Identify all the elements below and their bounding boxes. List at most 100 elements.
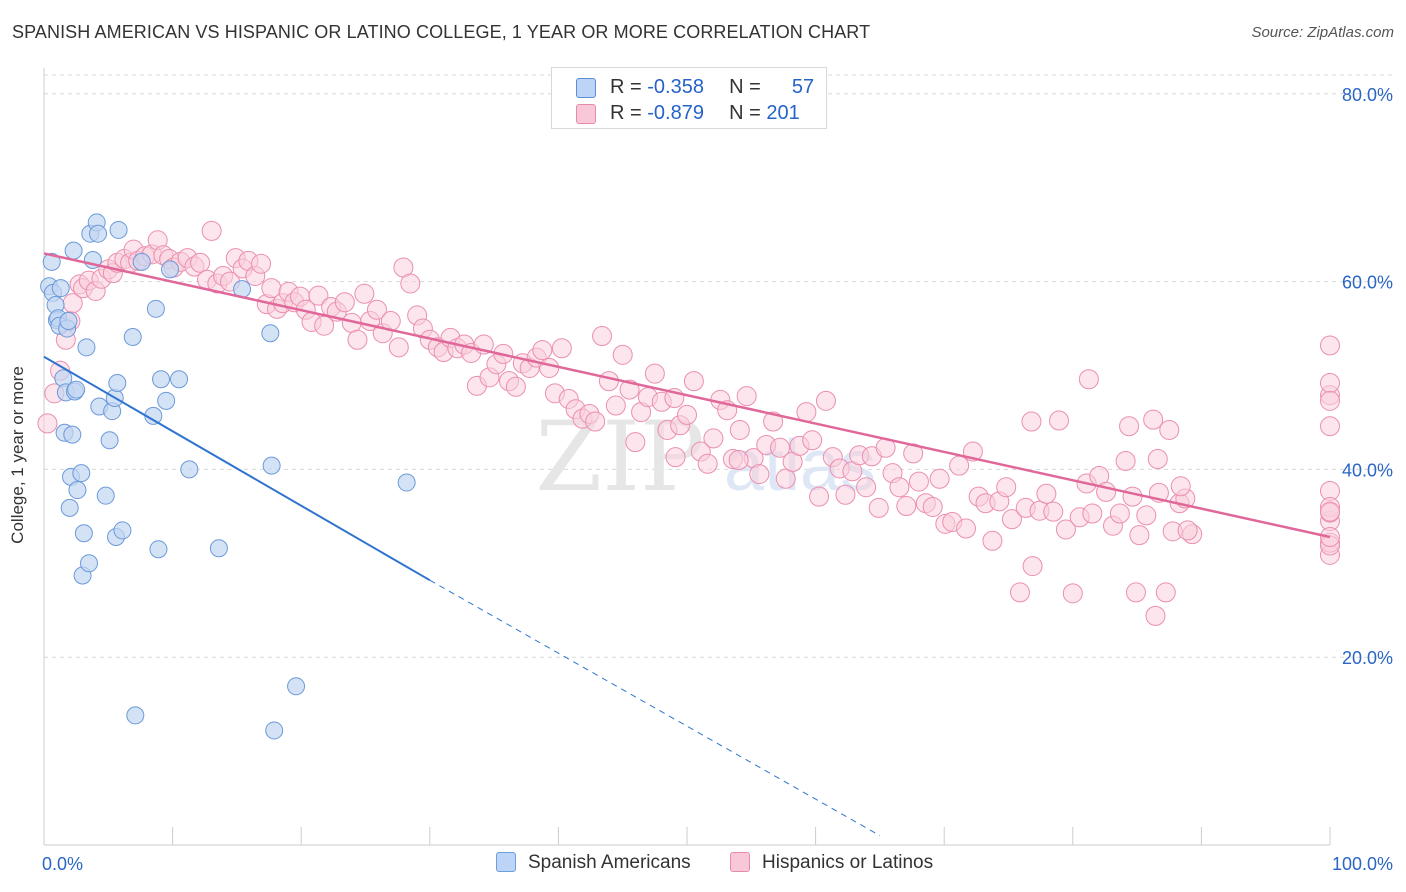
data-point-hispanic: [1129, 525, 1150, 546]
legend-swatch-blue: [576, 78, 596, 98]
data-point-hispanic: [644, 363, 665, 384]
data-point-hispanic: [1122, 486, 1143, 507]
correlation-legend: R = -0.358 N = 57 R = -0.879 N = 201: [551, 67, 827, 129]
data-point-hispanic: [1147, 449, 1168, 470]
data-point-spanish-american: [77, 338, 96, 357]
data-point-hispanic: [1143, 409, 1164, 430]
legend-r-value: -0.358: [647, 76, 704, 98]
data-point-hispanic: [775, 468, 796, 489]
data-point-hispanic: [1125, 582, 1146, 603]
data-point-spanish-american: [68, 481, 87, 500]
data-point-spanish-american: [146, 299, 165, 318]
data-point-hispanic: [251, 253, 272, 274]
series-spanish-american-points: [40, 213, 416, 740]
data-point-hispanic: [929, 468, 950, 489]
data-point-hispanic: [815, 390, 836, 411]
data-point-spanish-american: [59, 312, 78, 331]
data-point-spanish-american: [113, 521, 132, 540]
data-point-hispanic: [996, 477, 1017, 498]
data-point-hispanic: [388, 337, 409, 358]
x-tick-label: 100.0%: [1332, 854, 1393, 874]
data-point-hispanic: [201, 220, 222, 241]
data-point-spanish-american: [157, 391, 176, 410]
data-point-hispanic: [1009, 582, 1030, 603]
x-tick-label: 0.0%: [42, 854, 83, 874]
data-point-spanish-american: [60, 498, 79, 517]
data-point-hispanic: [1320, 501, 1340, 522]
data-point-hispanic: [1145, 605, 1166, 626]
data-point-spanish-american: [209, 539, 228, 558]
data-point-hispanic: [1177, 520, 1198, 541]
bottom-legend-swatch-blue: [496, 852, 516, 872]
y-axis-label: College, 1 year or more: [8, 366, 27, 544]
data-point-spanish-american: [126, 706, 145, 725]
data-point-hispanic: [1320, 335, 1340, 356]
data-point-hispanic: [1062, 583, 1083, 604]
data-point-hispanic: [1109, 503, 1130, 524]
data-point-hispanic: [1159, 419, 1180, 440]
data-point-hispanic: [190, 252, 211, 273]
data-point-hispanic: [539, 357, 560, 378]
data-point-hispanic: [728, 450, 749, 470]
data-point-hispanic: [956, 518, 977, 539]
y-tick-label: 40.0%: [1342, 460, 1393, 480]
legend-swatch-pink: [576, 104, 596, 124]
data-point-hispanic: [683, 371, 704, 392]
data-point-hispanic: [729, 419, 750, 440]
bottom-legend-label: Hispanics or Latinos: [762, 852, 934, 873]
data-point-spanish-american: [123, 327, 142, 346]
data-point-hispanic: [835, 484, 856, 505]
bottom-legend-hispanics: Hispanics or Latinos: [730, 852, 933, 874]
data-point-spanish-american: [149, 540, 168, 559]
axes: [43, 68, 1331, 846]
y-tick-label: 80.0%: [1342, 85, 1393, 105]
data-point-spanish-american: [96, 486, 115, 505]
series-hispanics-points: [37, 220, 1340, 626]
data-point-hispanic: [366, 299, 387, 320]
legend-n-value: 57: [791, 76, 815, 98]
legend-r-label: R =: [610, 76, 642, 98]
data-point-hispanic: [697, 453, 718, 474]
data-point-hispanic: [598, 371, 619, 392]
data-point-hispanic: [1001, 509, 1022, 530]
data-point-spanish-american: [132, 252, 151, 271]
data-point-spanish-american: [67, 380, 86, 399]
data-point-hispanic: [703, 428, 724, 449]
data-point-spanish-american: [74, 524, 93, 543]
data-point-spanish-american: [42, 252, 61, 271]
data-point-hispanic: [1320, 416, 1340, 437]
trend-extension-spanish-americans: [429, 579, 881, 837]
data-point-spanish-american: [72, 464, 91, 483]
data-point-hispanic: [1049, 410, 1070, 431]
data-point-spanish-american: [63, 425, 82, 444]
data-point-hispanic: [982, 530, 1003, 551]
trend-line-hispanics: [43, 252, 1331, 539]
bottom-legend-swatch-pink: [730, 852, 750, 872]
data-point-hispanic: [1055, 519, 1076, 540]
data-point-spanish-american: [100, 431, 119, 450]
data-point-hispanic: [749, 464, 770, 485]
data-point-hispanic: [922, 496, 943, 517]
data-point-hispanic: [585, 411, 606, 432]
data-point-hispanic: [1119, 416, 1140, 437]
data-point-spanish-american: [51, 279, 70, 298]
data-point-hispanic: [605, 395, 626, 416]
data-point-hispanic: [736, 386, 757, 407]
data-point-hispanic: [856, 477, 877, 498]
data-point-hispanic: [1078, 369, 1099, 390]
trend-line-spanish-americans: [43, 355, 431, 582]
chart-title: SPANISH AMERICAN VS HISPANIC OR LATINO C…: [12, 22, 871, 42]
data-point-hispanic: [665, 447, 686, 468]
data-point-hispanic: [612, 344, 633, 365]
data-point-hispanic: [796, 402, 817, 423]
grid: [44, 74, 1392, 658]
legend-n-label: N =: [729, 102, 761, 124]
data-point-hispanic: [592, 326, 613, 347]
data-point-hispanic: [532, 340, 553, 361]
legend-r-value: -0.879: [647, 102, 704, 124]
data-point-spanish-american: [170, 370, 189, 389]
data-point-spanish-american: [261, 324, 280, 343]
data-point-hispanic: [308, 285, 329, 306]
data-point-hispanic: [1136, 505, 1157, 526]
